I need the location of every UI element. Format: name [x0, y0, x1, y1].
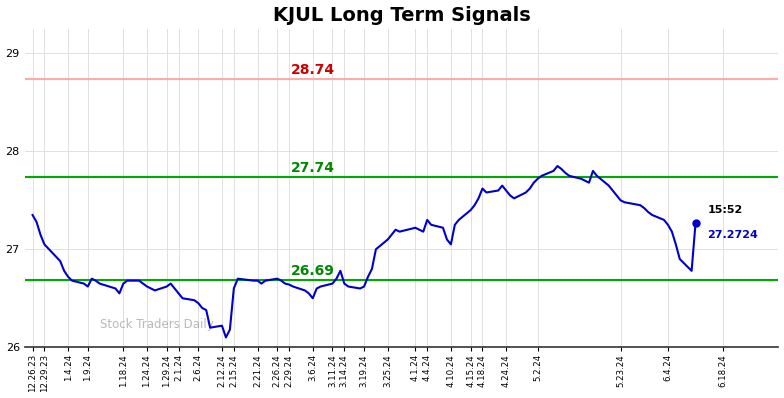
Text: 27.74: 27.74 — [291, 161, 335, 175]
Text: 28.74: 28.74 — [291, 63, 335, 77]
Text: 26.69: 26.69 — [291, 264, 335, 278]
Text: 15:52: 15:52 — [707, 205, 742, 215]
Text: Stock Traders Daily: Stock Traders Daily — [100, 318, 214, 331]
Title: KJUL Long Term Signals: KJUL Long Term Signals — [273, 6, 531, 25]
Text: 27.2724: 27.2724 — [707, 230, 758, 240]
